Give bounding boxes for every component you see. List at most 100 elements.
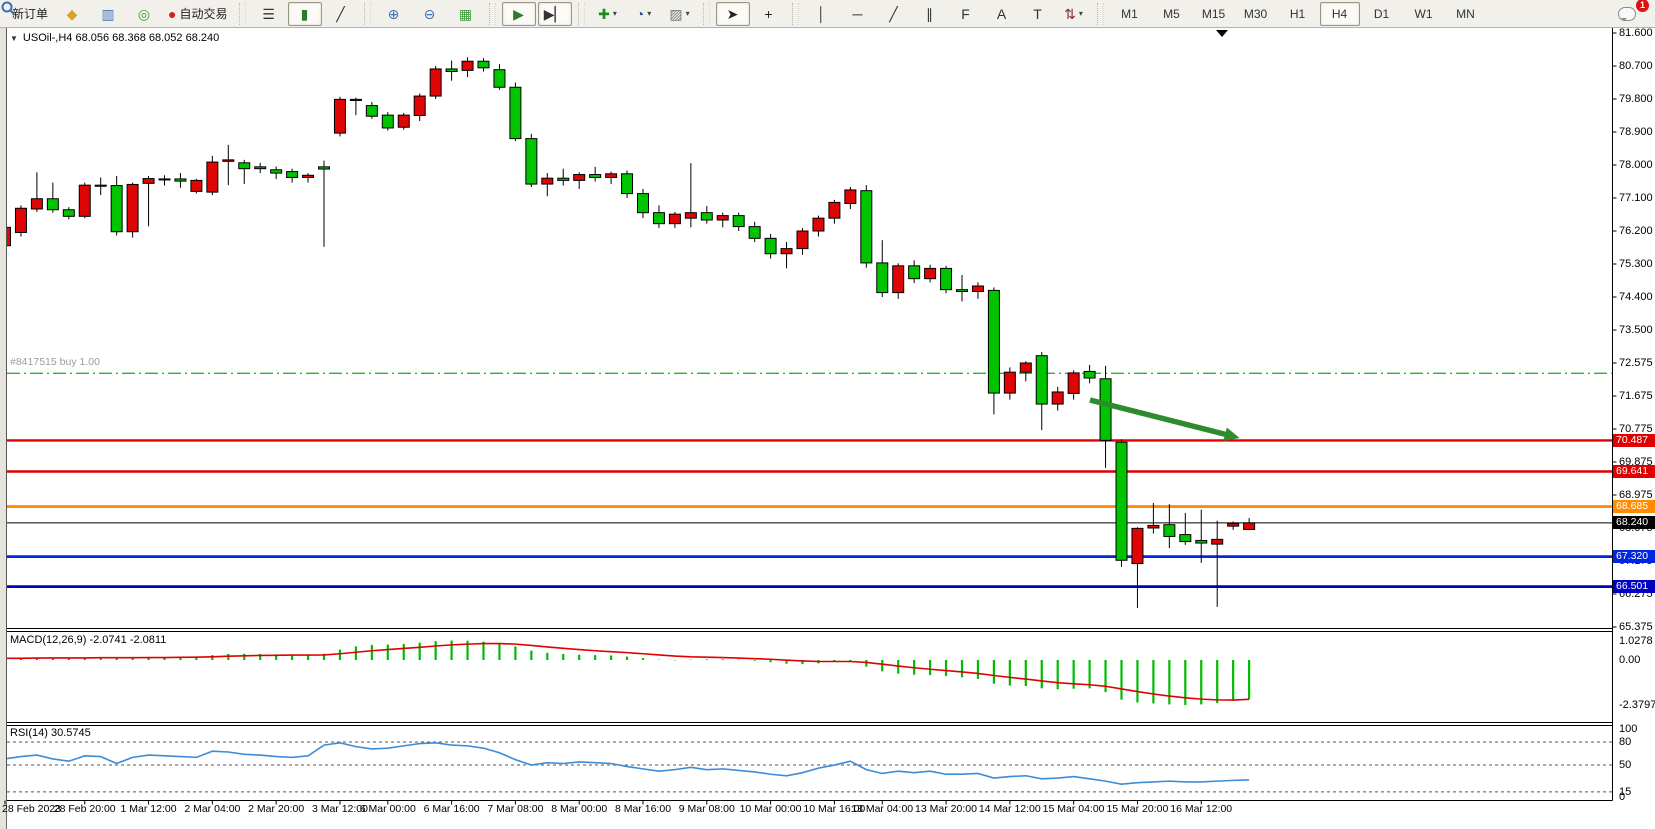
candle[interactable]	[780, 242, 793, 269]
candle[interactable]	[413, 93, 426, 122]
vertical-line-button[interactable]: │	[805, 2, 839, 26]
candle[interactable]	[684, 163, 697, 228]
candle[interactable]	[1147, 503, 1160, 534]
candle[interactable]	[254, 162, 267, 174]
candle[interactable]	[940, 265, 953, 294]
candle[interactable]	[493, 64, 506, 90]
dropdown-arrow-icon[interactable]: ▾	[612, 9, 617, 18]
candle[interactable]	[94, 177, 107, 196]
text-button[interactable]: A	[985, 2, 1019, 26]
timeframe-m5-button[interactable]: M5	[1152, 2, 1192, 26]
candle[interactable]	[668, 211, 681, 229]
candle[interactable]	[333, 96, 346, 137]
candle[interactable]	[0, 224, 11, 250]
candle[interactable]	[1035, 352, 1048, 431]
timeframe-w1-button[interactable]: W1	[1404, 2, 1444, 26]
candle[interactable]	[844, 187, 857, 209]
new-order-button[interactable]: 新订单	[4, 2, 53, 26]
arrows-button[interactable]: ⇅ ▾	[1057, 2, 1091, 26]
candle[interactable]	[732, 212, 745, 231]
line-chart-button[interactable]: ╱	[324, 2, 358, 26]
candle[interactable]	[860, 185, 873, 268]
candle[interactable]	[812, 215, 825, 237]
pane-splitter-rsi[interactable]	[7, 721, 1612, 727]
notifications-button[interactable]: 1	[1610, 0, 1649, 26]
candle[interactable]	[716, 212, 729, 228]
candle[interactable]	[126, 182, 139, 238]
candle[interactable]	[908, 260, 921, 284]
candle[interactable]	[142, 176, 155, 227]
candle[interactable]	[1019, 361, 1032, 382]
candle[interactable]	[14, 205, 27, 237]
tile-windows-button[interactable]: ▦	[449, 2, 483, 26]
price-axis[interactable]	[1613, 28, 1655, 801]
candle[interactable]	[270, 166, 283, 179]
candle[interactable]	[621, 170, 634, 199]
templates-button[interactable]: ▨ ▾	[663, 2, 697, 26]
timeframe-m30-button[interactable]: M30	[1236, 2, 1276, 26]
candle[interactable]	[876, 240, 889, 297]
candle[interactable]	[573, 172, 586, 189]
candle[interactable]	[605, 171, 618, 185]
candle[interactable]	[796, 228, 809, 255]
auto-scroll-button[interactable]: ▶	[501, 1, 536, 26]
zoom-out-button[interactable]: ⊖	[413, 2, 447, 26]
dropdown-arrow-icon[interactable]: ▾	[685, 9, 690, 18]
candle[interactable]	[349, 97, 362, 116]
candle[interactable]	[541, 173, 554, 197]
candle[interactable]	[956, 275, 968, 302]
candlestick-chart-button[interactable]: ▮	[287, 1, 322, 26]
text-label-button[interactable]: T	[1021, 2, 1055, 26]
macd-pane[interactable]	[7, 631, 1612, 723]
timeframe-h1-button[interactable]: H1	[1278, 2, 1318, 26]
candle[interactable]	[381, 112, 394, 131]
search-button[interactable]	[1, 1, 1608, 26]
candle[interactable]	[1179, 512, 1192, 545]
rsi-pane[interactable]	[7, 726, 1612, 801]
fibonacci-button[interactable]: F	[949, 2, 983, 26]
crosshair-button[interactable]: +	[752, 2, 786, 26]
candle[interactable]	[110, 176, 123, 236]
candle[interactable]	[1083, 364, 1096, 384]
channel-button[interactable]: ∥	[913, 2, 947, 26]
zoom-in-button[interactable]: ⊕	[377, 2, 411, 26]
cursor-button[interactable]: ➤	[715, 1, 750, 26]
candle[interactable]	[892, 263, 905, 299]
candle[interactable]	[637, 188, 649, 219]
quotes-icon[interactable]: ◆	[55, 2, 89, 26]
candle[interactable]	[318, 160, 330, 247]
candle[interactable]	[1243, 518, 1256, 530]
candle[interactable]	[1195, 509, 1208, 563]
candle[interactable]	[748, 221, 761, 242]
bar-chart-button[interactable]: ☰	[252, 2, 286, 26]
candle[interactable]	[30, 172, 43, 212]
candle[interactable]	[652, 205, 665, 229]
scroll-anchor-icon[interactable]	[1216, 30, 1228, 37]
timeframe-mn-button[interactable]: MN	[1446, 2, 1486, 26]
candle[interactable]	[222, 144, 235, 186]
candle[interactable]	[1163, 504, 1176, 549]
candle[interactable]	[365, 101, 378, 119]
data-window-icon[interactable]: ◎	[127, 2, 161, 26]
indicators-add-button[interactable]: ✚ ▾	[591, 2, 625, 26]
timeframe-m1-button[interactable]: M1	[1110, 2, 1150, 26]
timeframe-h4-button[interactable]: H4	[1319, 1, 1360, 26]
candle[interactable]	[1051, 386, 1064, 411]
candle[interactable]	[1211, 520, 1224, 607]
periods-button[interactable]: ◔ ▾	[627, 2, 661, 26]
candle[interactable]	[987, 287, 1000, 415]
candle[interactable]	[971, 282, 984, 299]
candle[interactable]	[78, 182, 91, 219]
candle[interactable]	[174, 173, 187, 188]
candle[interactable]	[1115, 439, 1128, 567]
timeframe-d1-button[interactable]: D1	[1362, 2, 1402, 26]
candle[interactable]	[525, 133, 538, 187]
dropdown-arrow-icon[interactable]: ▾	[1078, 9, 1083, 18]
chart-menu-icon[interactable]: ▼	[10, 34, 18, 43]
candle[interactable]	[429, 66, 442, 99]
dropdown-arrow-icon[interactable]: ▾	[647, 9, 652, 18]
candle[interactable]	[477, 58, 490, 72]
candle[interactable]	[158, 175, 171, 186]
pane-splitter-macd[interactable]	[7, 626, 1612, 632]
candle[interactable]	[924, 264, 937, 283]
